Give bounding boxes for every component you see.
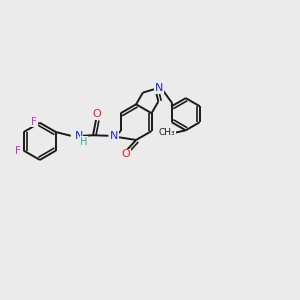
Text: F: F	[32, 116, 37, 127]
Text: O: O	[93, 110, 102, 119]
Text: F: F	[15, 146, 20, 156]
Text: CH₃: CH₃	[159, 128, 175, 137]
Text: N: N	[74, 131, 83, 141]
Text: O: O	[122, 149, 130, 159]
Text: N: N	[155, 83, 163, 94]
Text: N: N	[110, 131, 118, 141]
Text: H: H	[80, 137, 88, 147]
